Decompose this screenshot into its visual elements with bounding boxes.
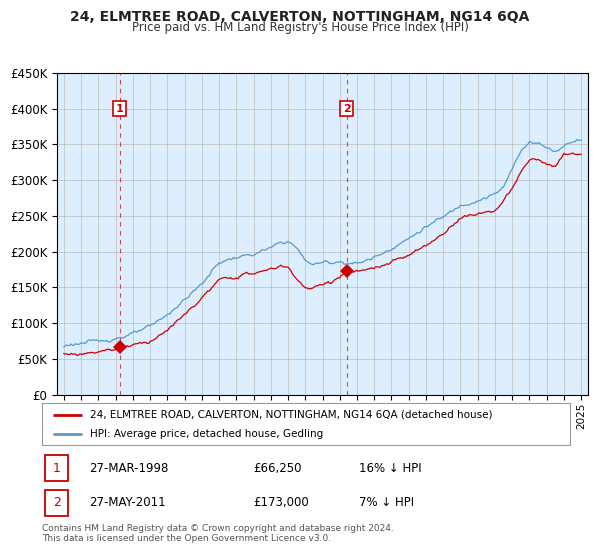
Text: 16% ↓ HPI: 16% ↓ HPI xyxy=(359,461,421,475)
Text: 24, ELMTREE ROAD, CALVERTON, NOTTINGHAM, NG14 6QA: 24, ELMTREE ROAD, CALVERTON, NOTTINGHAM,… xyxy=(70,10,530,24)
Text: 2: 2 xyxy=(343,104,350,114)
Text: Contains HM Land Registry data © Crown copyright and database right 2024.
This d: Contains HM Land Registry data © Crown c… xyxy=(42,524,394,543)
Text: 24, ELMTREE ROAD, CALVERTON, NOTTINGHAM, NG14 6QA (detached house): 24, ELMTREE ROAD, CALVERTON, NOTTINGHAM,… xyxy=(89,409,492,419)
Text: 7% ↓ HPI: 7% ↓ HPI xyxy=(359,496,414,510)
Text: HPI: Average price, detached house, Gedling: HPI: Average price, detached house, Gedl… xyxy=(89,429,323,439)
Text: 1: 1 xyxy=(116,104,124,114)
Text: 1: 1 xyxy=(53,461,61,475)
FancyBboxPatch shape xyxy=(44,490,68,516)
Text: 27-MAY-2011: 27-MAY-2011 xyxy=(89,496,166,510)
Text: £66,250: £66,250 xyxy=(253,461,302,475)
Text: 2: 2 xyxy=(53,496,61,510)
Text: 27-MAR-1998: 27-MAR-1998 xyxy=(89,461,169,475)
Text: £173,000: £173,000 xyxy=(253,496,309,510)
FancyBboxPatch shape xyxy=(44,455,68,481)
Text: Price paid vs. HM Land Registry's House Price Index (HPI): Price paid vs. HM Land Registry's House … xyxy=(131,21,469,34)
